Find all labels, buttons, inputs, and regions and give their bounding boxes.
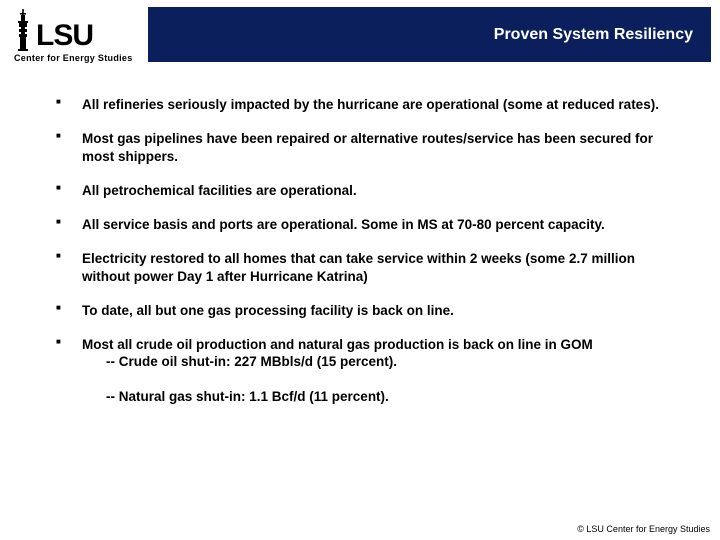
bullet-item: To date, all but one gas processing faci…: [50, 302, 680, 319]
logo-row: LSU: [14, 7, 144, 51]
bullet-item: Most all crude oil production and natura…: [50, 336, 680, 405]
header-bar: Proven System Resiliency: [148, 7, 711, 62]
logo-block: LSU Center for Energy Studies: [14, 7, 144, 63]
footer-text: © LSU Center for Energy Studies: [577, 524, 710, 534]
bullet-text: To date, all but one gas processing faci…: [82, 303, 454, 318]
bullet-text: Most gas pipelines have been repaired or…: [82, 131, 653, 163]
bullet-subline: -- Natural gas shut-in: 1.1 Bcf/d (11 pe…: [82, 388, 680, 405]
bullet-item: All petrochemical facilities are operati…: [50, 182, 680, 199]
bullet-subline: -- Crude oil shut-in: 227 MBbls/d (15 pe…: [82, 353, 680, 370]
bullet-item: All service basis and ports are operatio…: [50, 216, 680, 233]
bullet-list: All refineries seriously impacted by the…: [50, 96, 680, 405]
bullet-item: All refineries seriously impacted by the…: [50, 96, 680, 113]
bullet-item: Most gas pipelines have been repaired or…: [50, 130, 680, 165]
bullet-text: All service basis and ports are operatio…: [82, 217, 605, 232]
logo-subtitle: Center for Energy Studies: [14, 53, 144, 63]
bullet-item: Electricity restored to all homes that c…: [50, 250, 680, 285]
bullet-text: Electricity restored to all homes that c…: [82, 251, 635, 283]
logo-text: LSU: [36, 21, 93, 51]
content-area: All refineries seriously impacted by the…: [50, 96, 680, 422]
bullet-text: All petrochemical facilities are operati…: [82, 183, 357, 198]
page-title: Proven System Resiliency: [494, 26, 693, 44]
bullet-text: All refineries seriously impacted by the…: [82, 97, 659, 112]
bullet-text: Most all crude oil production and natura…: [82, 337, 593, 352]
tower-icon: [14, 7, 32, 51]
